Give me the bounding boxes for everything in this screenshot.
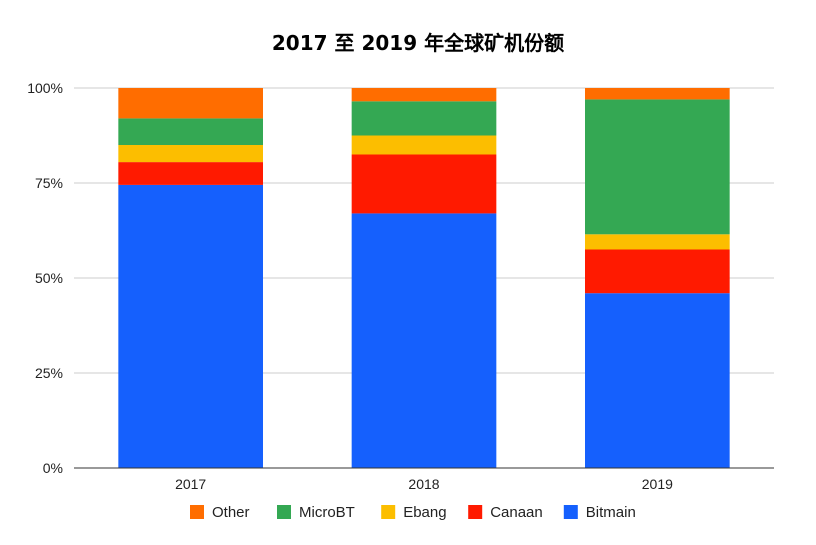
- legend-item-microbt: MicroBT: [277, 504, 355, 521]
- bar-canaan-2018: [351, 154, 497, 214]
- bar-ebang-2018: [351, 135, 497, 155]
- bar-ebang-2017: [118, 145, 263, 163]
- legend-item-canaan: Canaan: [468, 504, 543, 521]
- bar-other-2017: [118, 88, 263, 119]
- legend-label: Bitmain: [586, 504, 636, 521]
- x-axis-labels: 2017 2018 2019: [175, 476, 673, 492]
- y-tick-label: 0%: [43, 460, 63, 476]
- legend-swatch: [468, 505, 483, 519]
- bar-microbt-2017: [118, 118, 263, 145]
- y-tick-label: 25%: [35, 365, 63, 381]
- chart-title: 2017 至 2019 年全球矿机份额: [272, 31, 564, 55]
- legend-swatch: [277, 505, 291, 519]
- bar-canaan-2017: [118, 162, 263, 185]
- legend-item-other: Other: [190, 504, 250, 521]
- legend: Other MicroBT Ebang Canaan Bitmain: [190, 504, 636, 521]
- y-tick-label: 75%: [35, 175, 63, 191]
- bar-ebang-2019: [585, 234, 730, 250]
- bar-microbt-2019: [585, 99, 730, 235]
- bar-bitmain-2019: [585, 293, 730, 468]
- bar-other-2018: [351, 88, 497, 102]
- bar-bitmain-2018: [351, 213, 497, 468]
- legend-label: Other: [212, 504, 250, 521]
- x-tick-label: 2017: [175, 476, 206, 492]
- y-tick-label: 100%: [27, 80, 63, 96]
- bar-microbt-2018: [351, 101, 497, 136]
- bar-other-2019: [585, 88, 730, 100]
- x-tick-label: 2018: [408, 476, 439, 492]
- bars: [118, 88, 730, 468]
- legend-label: Canaan: [490, 504, 543, 521]
- legend-item-ebang: Ebang: [381, 504, 447, 521]
- y-tick-label: 50%: [35, 270, 63, 286]
- legend-swatch: [563, 505, 578, 519]
- x-tick-label: 2019: [642, 476, 673, 492]
- legend-item-bitmain: Bitmain: [563, 504, 636, 521]
- bar-bitmain-2017: [118, 184, 263, 468]
- legend-label: MicroBT: [299, 504, 355, 521]
- legend-swatch: [381, 505, 396, 519]
- bar-canaan-2019: [585, 249, 730, 294]
- legend-label: Ebang: [403, 504, 446, 521]
- legend-swatch: [190, 505, 204, 519]
